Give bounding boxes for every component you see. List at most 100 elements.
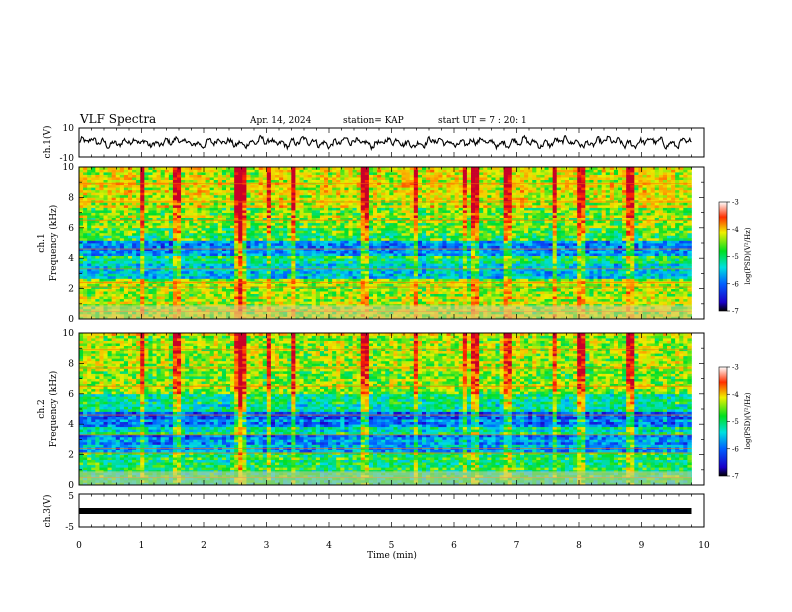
spectrogram-cell xyxy=(181,220,186,224)
spectrogram-cell xyxy=(385,265,390,269)
spectrogram-cell xyxy=(168,210,174,213)
spectrogram-cell xyxy=(311,235,317,239)
spectrogram-cell xyxy=(295,301,300,305)
spectrogram-cell xyxy=(246,184,251,188)
spectrogram-cell xyxy=(123,296,129,300)
spectrogram-cell xyxy=(258,227,264,231)
spectrogram-cell xyxy=(295,258,300,262)
spectrogram-cell xyxy=(144,263,149,267)
spectrogram-cell xyxy=(332,177,337,181)
spectrogram-cell xyxy=(254,291,260,295)
spectrogram-cell xyxy=(266,202,272,206)
spectrogram-cell xyxy=(356,222,362,226)
spectrogram-cell xyxy=(393,177,398,181)
spectrogram-cell xyxy=(401,202,407,206)
spectrogram-cell xyxy=(254,212,260,216)
spectrogram-cell xyxy=(295,192,300,196)
spectrogram-cell xyxy=(356,301,362,305)
spectrogram-cell xyxy=(83,303,88,307)
spectrogram-cell xyxy=(352,184,358,188)
spectrogram-cell xyxy=(270,230,276,234)
spectrogram-cell xyxy=(360,268,366,272)
spectrogram-cell xyxy=(119,248,125,251)
spectrogram-cell xyxy=(311,260,317,264)
spectrogram-cell xyxy=(91,293,96,297)
spectrogram-cell xyxy=(385,240,390,244)
spectrogram-cell xyxy=(270,197,276,201)
spectrogram-cell xyxy=(393,222,398,226)
spectrogram-cell xyxy=(103,222,108,226)
spectrogram-cell xyxy=(332,212,337,216)
spectrogram-cell xyxy=(295,199,300,203)
spectrogram-cell xyxy=(226,194,231,198)
spectrogram-cell xyxy=(234,199,239,203)
spectrogram-cell xyxy=(389,240,394,244)
spectrogram-cell xyxy=(95,194,100,198)
spectrogram-cell xyxy=(307,217,313,221)
spectrogram-cell xyxy=(152,212,157,216)
spectrogram-cell xyxy=(258,177,264,181)
spectrogram-cell xyxy=(164,215,170,219)
spectrogram-cell xyxy=(262,212,268,216)
spectrogram-cell xyxy=(368,237,374,241)
spectrogram-cell xyxy=(140,215,145,219)
spectrogram-cell xyxy=(254,301,260,305)
spectrogram-cell xyxy=(287,237,292,241)
spectrogram-cell xyxy=(140,220,145,224)
spectrogram-cell xyxy=(230,255,235,259)
spectrogram-cell xyxy=(348,220,353,224)
spectrogram-cell xyxy=(205,301,211,305)
spectrogram-cell xyxy=(172,270,178,274)
spectrogram-cell xyxy=(197,296,202,300)
spectrogram-cell xyxy=(111,227,117,231)
spectrogram-cell xyxy=(270,177,276,181)
spectrogram-cell xyxy=(140,278,145,282)
spectrogram-cell xyxy=(397,189,402,193)
spectrogram-cell xyxy=(352,265,358,269)
spectrogram-cell xyxy=(103,212,108,216)
spectrogram-cell xyxy=(405,243,411,246)
spectrogram-cell xyxy=(397,227,402,231)
spectrogram-cell xyxy=(115,258,121,262)
spectrogram-cell xyxy=(99,205,104,208)
spectrogram-cell xyxy=(332,174,337,178)
spectrogram-cell xyxy=(393,286,398,289)
spectrogram-cell xyxy=(197,286,202,289)
spectrogram-cell xyxy=(287,240,292,244)
spectrogram-cell xyxy=(283,288,288,292)
spectrogram-cell xyxy=(307,263,313,267)
spectrogram-cell xyxy=(389,232,394,236)
spectrogram-cell xyxy=(250,273,255,277)
spectrogram-cell xyxy=(364,293,370,297)
spectrogram-cell xyxy=(377,184,382,188)
spectrogram-cell xyxy=(168,225,174,229)
spectrogram-cell xyxy=(311,303,317,307)
spectrogram-cell xyxy=(324,205,329,208)
spectrogram-cell xyxy=(209,230,215,234)
spectrogram-cell xyxy=(356,265,362,269)
spectrogram-cell xyxy=(197,253,202,257)
spectrogram-cell xyxy=(168,179,174,183)
spectrogram-cell xyxy=(111,260,117,264)
spectrogram-cell xyxy=(87,205,92,208)
spectrogram-cell xyxy=(230,230,235,234)
spectrogram-cell xyxy=(238,217,243,221)
spectrogram-cell xyxy=(128,232,133,236)
spectrogram-cell xyxy=(172,202,178,206)
spectrogram-cell xyxy=(164,230,170,234)
spectrogram-cell xyxy=(103,291,108,295)
spectrogram-cell xyxy=(103,268,108,272)
spectrogram-cell xyxy=(209,207,215,211)
spectrogram-cell xyxy=(344,189,349,193)
spectrogram-cell xyxy=(356,237,362,241)
spectrogram-cell xyxy=(123,298,129,302)
spectrogram-cell xyxy=(144,237,149,241)
spectrogram-cell xyxy=(193,270,198,274)
spectrogram-cell xyxy=(185,301,190,305)
spectrogram-cell xyxy=(234,278,239,282)
spectrogram-cell xyxy=(397,270,402,274)
spectrogram-cell xyxy=(344,268,349,272)
spectrogram-cell xyxy=(119,273,125,277)
spectrogram-cell xyxy=(83,192,88,196)
spectrogram-cell xyxy=(279,298,284,302)
